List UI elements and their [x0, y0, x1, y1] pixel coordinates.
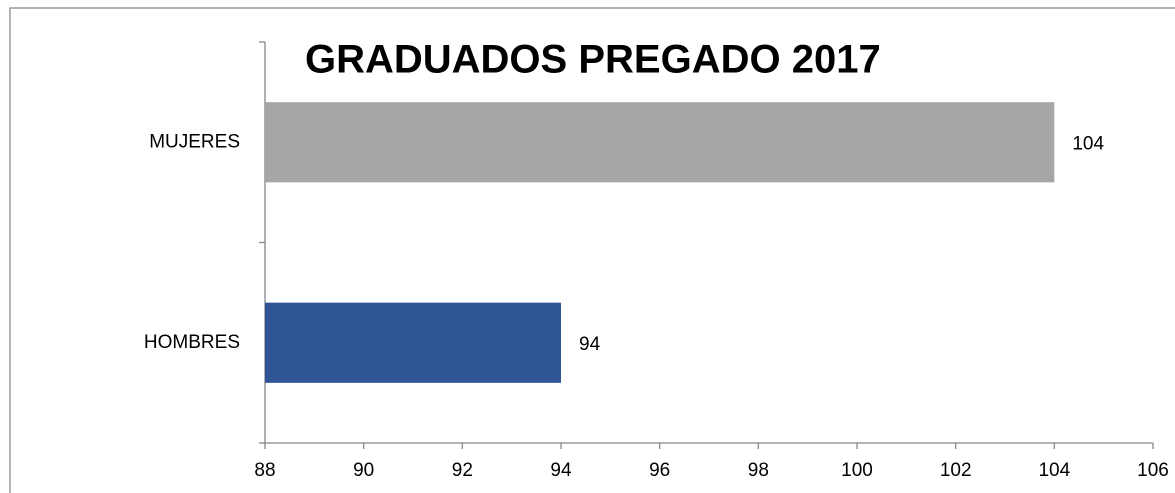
y-tick-label: HOMBRES: [144, 332, 240, 353]
y-tick-label: MUJERES: [149, 131, 240, 152]
x-tick-label: 88: [254, 460, 275, 481]
bar: [265, 302, 561, 383]
x-tick-label: 104: [1038, 460, 1070, 481]
data-label: 104: [1072, 133, 1104, 154]
x-tick-label: 90: [353, 460, 374, 481]
x-tick-label: 94: [550, 460, 572, 481]
chart-title: GRADUADOS PREGADO 2017: [305, 38, 881, 82]
data-label: 94: [579, 334, 601, 355]
x-tick-label: 106: [1137, 460, 1169, 481]
x-tick-label: 98: [748, 460, 769, 481]
x-tick-label: 102: [940, 460, 972, 481]
chart-frame: [9, 7, 1175, 493]
bar: [265, 102, 1055, 183]
x-tick-label: 96: [649, 460, 670, 481]
x-tick-label: 100: [841, 460, 873, 481]
x-tick-label: 92: [452, 460, 473, 481]
